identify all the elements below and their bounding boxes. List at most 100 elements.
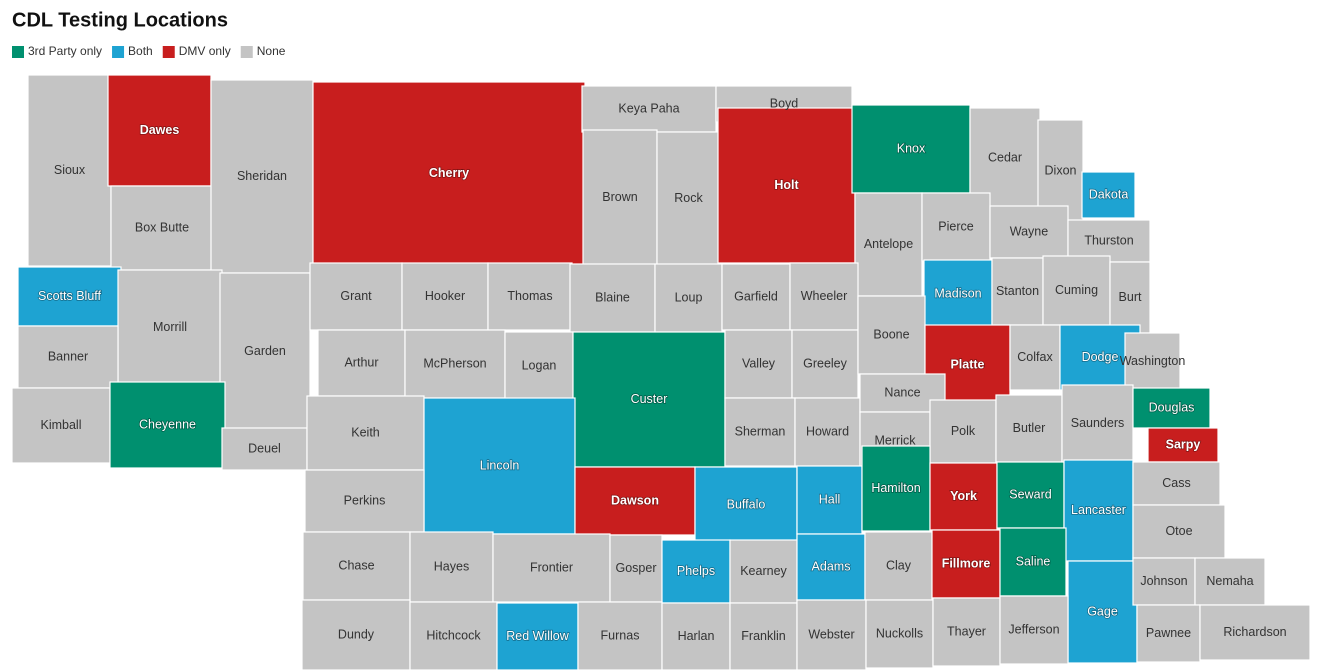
legend-swatch [162, 46, 175, 58]
county [796, 533, 866, 601]
county [969, 107, 1041, 209]
county-label: Saline [1016, 554, 1051, 568]
county-label: Fillmore [942, 556, 991, 570]
county-label: Lincoln [480, 458, 520, 472]
county-label: Scotts Bluff [38, 289, 102, 303]
county-label: Dakota [1089, 187, 1129, 201]
county-label: Sarpy [1166, 437, 1201, 451]
county [794, 397, 861, 467]
county-label: Gosper [616, 561, 657, 575]
county [504, 331, 574, 401]
county [661, 539, 731, 604]
county-label: Butler [1013, 421, 1046, 435]
county [694, 466, 798, 544]
county [423, 397, 576, 535]
county-label: Cedar [988, 150, 1022, 164]
county-label: Hayes [434, 559, 469, 573]
county-label: Sioux [54, 163, 86, 177]
county [729, 539, 798, 604]
county [409, 531, 494, 603]
county-label: Adams [812, 559, 851, 573]
county-label: Hall [819, 492, 841, 506]
county [1061, 384, 1134, 463]
county-label: Johnson [1140, 574, 1187, 588]
county [1042, 255, 1111, 326]
legend-label: Both [128, 44, 153, 58]
county-label: Nance [884, 385, 920, 399]
county [401, 262, 489, 331]
county-label: Thomas [507, 289, 552, 303]
county [929, 462, 998, 531]
county-label: Antelope [864, 237, 913, 251]
county [582, 129, 658, 266]
county-label: Arthur [344, 355, 378, 369]
county-label: Buffalo [727, 497, 766, 511]
county [1063, 459, 1134, 562]
county [1136, 604, 1201, 663]
county-label: Custer [631, 392, 668, 406]
county [999, 595, 1069, 665]
county [989, 205, 1069, 259]
county [857, 295, 926, 375]
county-label: Nemaha [1206, 574, 1253, 588]
county-label: Polk [951, 424, 976, 438]
county [577, 601, 663, 671]
county [409, 601, 498, 671]
county-label: Dodge [1082, 350, 1119, 364]
county-label: Valley [742, 356, 776, 370]
county-label: Greeley [803, 356, 848, 370]
county-label: Burt [1119, 290, 1142, 304]
county-label: Thurston [1084, 233, 1133, 247]
county [789, 262, 859, 331]
county [721, 263, 791, 331]
county [865, 599, 934, 669]
county [1067, 219, 1151, 263]
county-label: Seward [1009, 487, 1051, 501]
county [661, 602, 731, 671]
county-label: Otoe [1165, 524, 1192, 538]
legend-label: 3rd Party only [28, 44, 102, 58]
county [117, 269, 223, 386]
county-label: Dixon [1045, 163, 1077, 177]
county-label: Cherry [429, 166, 469, 180]
county-label: Furnas [601, 628, 640, 642]
county [492, 533, 611, 603]
county-label: Cheyenne [139, 417, 196, 431]
county-label: Perkins [344, 493, 386, 507]
county [724, 397, 796, 467]
county [1132, 461, 1221, 506]
county [496, 602, 579, 671]
county [301, 599, 411, 671]
county-label: Red Willow [506, 629, 569, 643]
county-label: Keith [351, 425, 380, 439]
county [1067, 560, 1138, 664]
county [796, 599, 867, 671]
legend-label: None [257, 44, 286, 58]
county [572, 331, 726, 468]
county [17, 325, 119, 389]
county [107, 74, 212, 187]
county-label: Boyd [770, 96, 799, 110]
county-label: Holt [774, 178, 799, 192]
county-label: Frontier [530, 560, 573, 574]
county-label: Hooker [425, 289, 465, 303]
county-label: Platte [950, 357, 984, 371]
county [864, 531, 933, 601]
county-label: Kimball [41, 418, 82, 432]
county-label: Richardson [1223, 625, 1286, 639]
county [110, 185, 214, 271]
county [312, 81, 586, 266]
legend-swatch [12, 46, 24, 58]
county-label: Dawes [140, 123, 180, 137]
county-label: Boone [873, 327, 909, 341]
county-label: Garden [244, 344, 286, 358]
county-label: Clay [886, 558, 912, 572]
county [27, 74, 112, 267]
county-label: Colfax [1017, 350, 1053, 364]
county-label: Dundy [338, 627, 375, 641]
county [11, 387, 111, 464]
county [210, 79, 314, 274]
county-label: Jefferson [1008, 622, 1059, 636]
county [921, 192, 991, 262]
